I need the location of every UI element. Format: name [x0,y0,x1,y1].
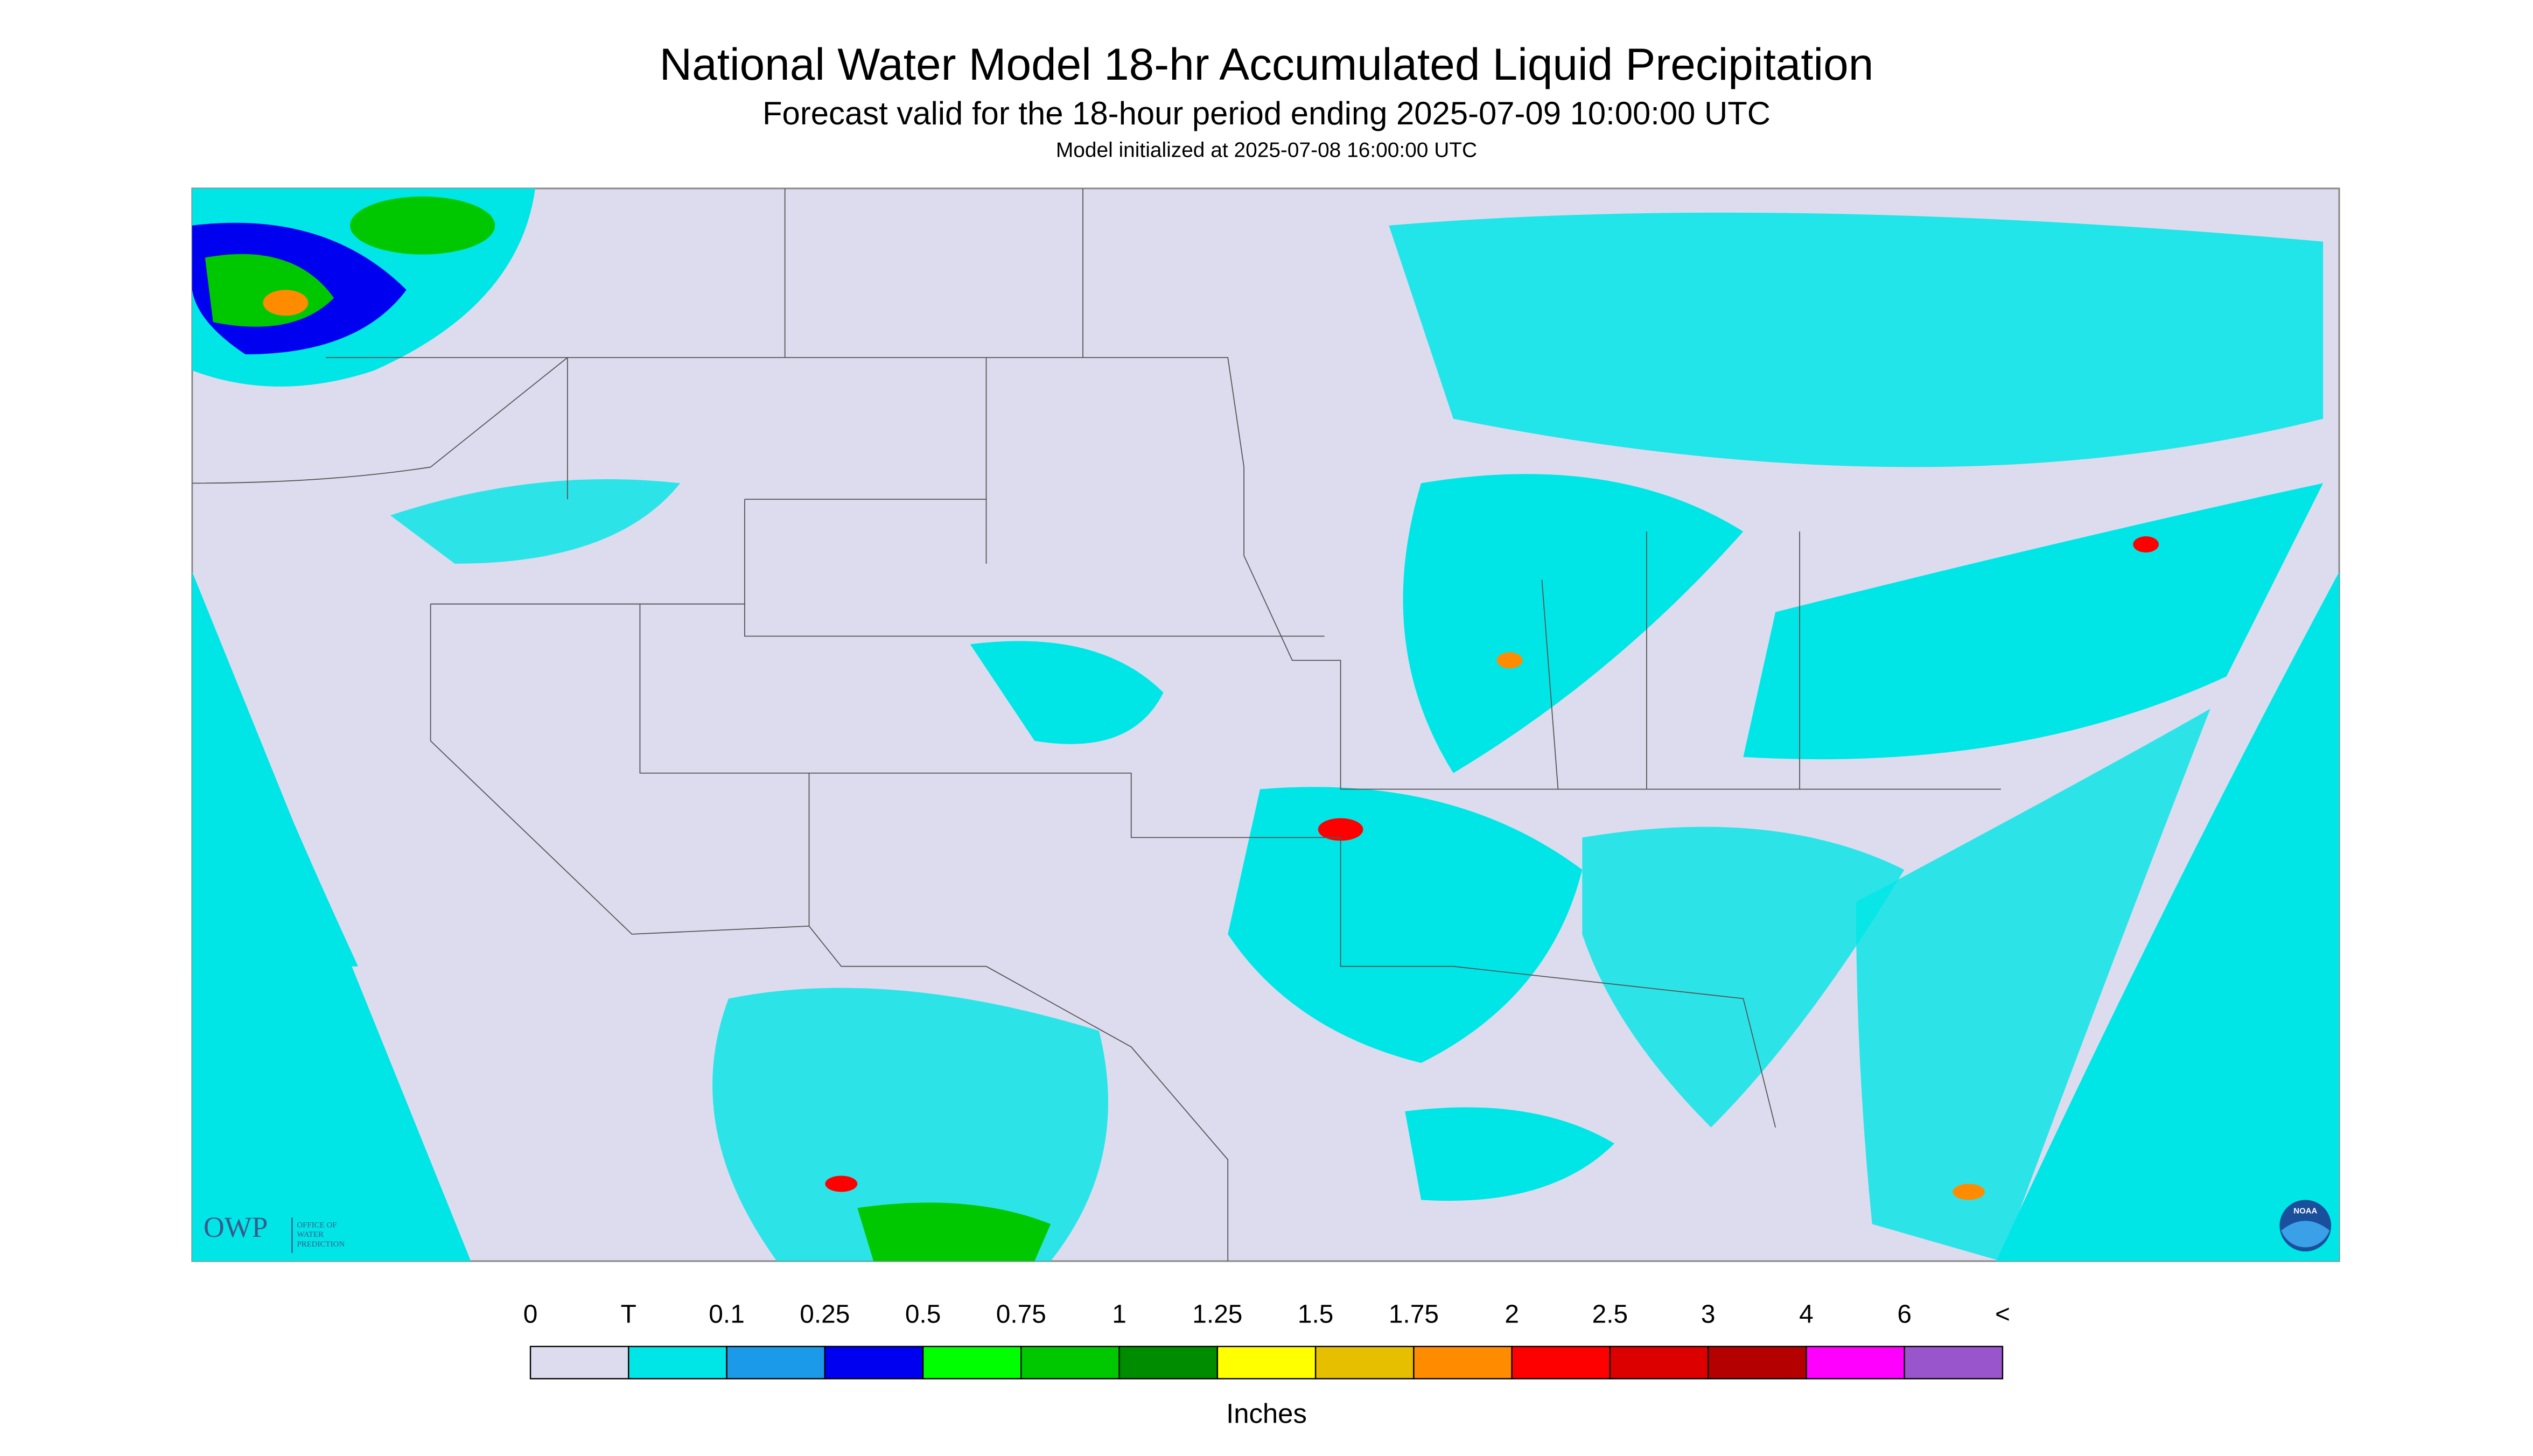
legend-swatch [529,1346,629,1380]
rain-area [1389,212,2324,467]
legend-swatch [1314,1346,1415,1380]
legend-unit: Inches [1226,1398,1307,1429]
init-time: Model initialized at 2025-07-08 16:00:00… [1056,138,1477,162]
legend-label: 2.5 [1592,1300,1628,1328]
legend-swatch [1904,1346,2004,1380]
legend-label: T [621,1300,636,1328]
legend-swatch [628,1346,727,1380]
legend-label: < [1995,1300,2010,1328]
legend-swatch [922,1346,1022,1380]
title: National Water Model 18-hr Accumulated L… [660,39,1874,89]
rain-area [857,1202,1051,1262]
rain-area [1228,787,1583,1063]
rain-area [2133,536,2159,552]
rain-area [390,479,681,564]
legend-swatch [1707,1346,1807,1380]
rain-area [1743,483,2324,760]
legend-label: 1.5 [1298,1300,1334,1328]
owp-logo: OWP [204,1211,268,1243]
rain-area [350,196,495,255]
legend-label: 0.1 [709,1300,745,1328]
owp-logo-text: OFFICE OF [297,1221,337,1229]
owp-logo-text: WATER [297,1230,324,1239]
legend-label: 1.25 [1192,1300,1242,1328]
rain-area [1856,709,2210,1262]
rain-area [1318,818,1363,841]
subtitle: Forecast valid for the 18-hour period en… [762,95,1771,131]
legend-swatch [1511,1346,1611,1380]
rain-area [1403,474,1744,773]
rain-area [1996,571,2340,1262]
rain-area [970,641,1164,744]
legend-swatch [1020,1346,1120,1380]
legend-swatch [1609,1346,1709,1380]
legend-swatch [1413,1346,1513,1380]
rain-area [1496,652,1523,669]
legend-label: 1.75 [1389,1300,1439,1328]
legend-label: 0.5 [905,1300,941,1328]
legend-label: 0.75 [996,1300,1046,1328]
rain-area [825,1175,858,1192]
legend-swatch [726,1346,826,1380]
rain-area [712,988,1109,1262]
owp-logo-text: PREDICTION [297,1240,345,1249]
rain-area [192,571,471,1262]
legend-label: 0 [523,1300,538,1328]
legend: 0 T 0.1 0.25 0.5 0.75 1 1.25 1.5 1.75 2 2.5 3 4 6 < [523,1300,2010,1380]
legend-swatch [1216,1346,1317,1380]
rain-area [1953,1184,1985,1200]
legend-label: 6 [1897,1300,1912,1328]
rain-area [263,290,309,316]
borders [192,188,2001,1262]
noaa-logo-wave [2281,1221,2330,1248]
legend-label: 0.25 [800,1300,850,1328]
map: OWP OFFICE OF WATER PREDICTION NOAA [191,187,2340,1262]
legend-label: 2 [1505,1300,1519,1328]
noaa-logo-text: NOAA [2293,1206,2317,1215]
rain-area [1582,827,1905,1128]
legend-swatch [1118,1346,1219,1380]
legend-label: 3 [1701,1300,1716,1328]
legend-label: 1 [1112,1300,1126,1328]
legend-swatch [1806,1346,1905,1380]
legend-swatch [824,1346,924,1380]
rain-area [1405,1107,1615,1201]
legend-label: 4 [1799,1300,1814,1328]
